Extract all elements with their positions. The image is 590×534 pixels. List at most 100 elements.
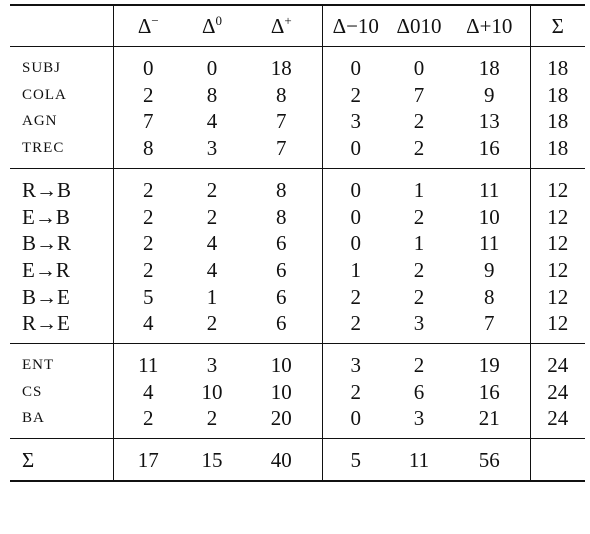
header-symbol: Δ — [137, 14, 152, 38]
value-cell: 2 — [413, 109, 425, 134]
value-cell: 2 — [112, 230, 183, 257]
value-cell: 24 — [529, 343, 585, 379]
data-row: E→R 2 4 6 1 2 9 12 — [10, 256, 585, 284]
row-label: ENT — [22, 357, 55, 374]
value-cell: 2 — [112, 203, 183, 231]
row-label: BA — [22, 410, 45, 427]
value-cell: 3 — [321, 108, 389, 136]
data-row: B→E 5 1 6 2 2 8 12 — [10, 283, 585, 311]
value-cell: 24 — [529, 378, 585, 406]
results-table: Δ− Δ0 Δ+ Δ−10 Δ010 Δ+10 Σ SUBJ 0 0 18 0 0 18 18 COLA 2 8 8… — [10, 4, 585, 482]
header-sup: 0 — [215, 13, 223, 28]
data-row: R→E 4 2 6 2 3 7 12 — [10, 310, 585, 344]
header-sub: 10 — [420, 13, 442, 38]
total-cell: 15 — [201, 448, 223, 473]
value-cell: 9 — [484, 82, 495, 107]
header-symbol: Δ — [332, 13, 347, 38]
value-cell: 4 — [206, 231, 218, 256]
value-cell: 2 — [112, 256, 183, 284]
header-cell: Δ−10 — [321, 5, 389, 47]
total-group: Σ 17 15 40 5 11 56 — [10, 438, 585, 481]
header-sup: 0 — [410, 13, 421, 38]
value-cell: 2 — [112, 168, 183, 204]
value-cell: 2 — [321, 283, 389, 311]
row-group: R→B 2 2 8 0 1 11 12 E→B 2 2 8 0 2 10 12 B→R 2 4 6 0 1 11 12 E→R 2… — [10, 168, 585, 344]
value-cell: 16 — [478, 136, 500, 161]
value-cell: 6 — [413, 379, 425, 404]
value-cell: 2 — [413, 257, 425, 282]
table-header: Δ− Δ0 Δ+ Δ−10 Δ010 Δ+10 Σ — [10, 5, 585, 47]
corner-cell — [10, 5, 113, 47]
value-cell: 2 — [206, 311, 218, 336]
value-cell: 4 — [112, 310, 183, 344]
value-cell: 0 — [321, 203, 389, 231]
row-label: E→B — [22, 204, 70, 229]
value-cell: 12 — [529, 230, 585, 257]
total-row: Σ 17 15 40 5 11 56 — [10, 438, 585, 481]
value-cell: 2 — [413, 284, 425, 309]
value-cell: 10 — [201, 379, 223, 404]
value-cell: 2 — [112, 405, 183, 439]
value-cell: 12 — [529, 168, 585, 204]
empty-cell — [529, 438, 585, 481]
value-cell: 8 — [112, 135, 183, 169]
value-cell: 2 — [413, 353, 425, 378]
value-cell: 9 — [484, 257, 495, 282]
header-cell: Δ+10 — [449, 5, 530, 47]
value-cell: 0 — [321, 230, 389, 257]
value-cell: 8 — [276, 82, 287, 107]
row-label: R→E — [22, 311, 70, 336]
value-cell: 6 — [276, 311, 287, 336]
value-cell: 3 — [206, 136, 218, 161]
data-row: AGN 7 4 7 3 2 13 18 — [10, 108, 585, 136]
value-cell: 11 — [112, 343, 183, 379]
value-cell: 12 — [529, 310, 585, 344]
header-symbol: Δ — [396, 13, 410, 38]
value-cell: 1 — [413, 177, 425, 202]
value-cell: 12 — [529, 283, 585, 311]
row-label: SUBJ — [22, 60, 62, 76]
header-cell: Δ0 — [183, 5, 241, 47]
value-cell: 1 — [321, 256, 389, 284]
header-sup: − — [346, 13, 358, 38]
data-row: R→B 2 2 8 0 1 11 12 — [10, 168, 585, 204]
value-cell: 3 — [413, 311, 425, 336]
value-cell: 1 — [413, 231, 425, 256]
data-row: SUBJ 0 0 18 0 0 18 18 — [10, 46, 585, 82]
row-label: B→R — [22, 231, 72, 256]
value-cell: 18 — [529, 46, 585, 82]
total-cell: 40 — [270, 448, 292, 473]
value-cell: 8 — [484, 284, 495, 309]
value-cell: 12 — [529, 203, 585, 231]
value-cell: 2 — [413, 204, 425, 229]
value-cell: 11 — [479, 177, 500, 202]
value-cell: 7 — [413, 82, 425, 107]
data-row: TREC 8 3 7 0 2 16 18 — [10, 135, 585, 169]
value-cell: 21 — [478, 406, 500, 431]
total-cell: 5 — [321, 438, 389, 481]
header-cell: Σ — [529, 5, 585, 47]
value-cell: 19 — [478, 353, 500, 378]
value-cell: 12 — [529, 256, 585, 284]
value-cell: 0 — [321, 46, 389, 82]
value-cell: 10 — [270, 379, 292, 404]
value-cell: 0 — [206, 56, 218, 80]
script-stack: +10 — [480, 14, 513, 38]
value-cell: 2 — [206, 406, 218, 431]
data-row: E→B 2 2 8 0 2 10 12 — [10, 203, 585, 231]
total-cell: 11 — [408, 448, 430, 473]
value-cell: 5 — [112, 283, 183, 311]
header-sub: 10 — [491, 13, 513, 38]
header-sup: − — [151, 13, 159, 28]
header-cell: Δ+ — [241, 5, 322, 47]
data-row: BA 2 2 20 0 3 21 24 — [10, 405, 585, 439]
row-label: COLA — [22, 86, 67, 103]
value-cell: 2 — [321, 310, 389, 344]
value-cell: 7 — [484, 311, 495, 336]
value-cell: 18 — [529, 81, 585, 109]
row-label: AGN — [22, 113, 58, 130]
header-sub: 10 — [357, 13, 379, 38]
row-label: R→B — [22, 177, 72, 202]
value-cell: 2 — [206, 177, 218, 202]
row-group: ENT 11 3 10 3 2 19 24 CS 4 10 10 2 6 16 24 BA 2 2 20 0 3 21 24 — [10, 343, 585, 439]
